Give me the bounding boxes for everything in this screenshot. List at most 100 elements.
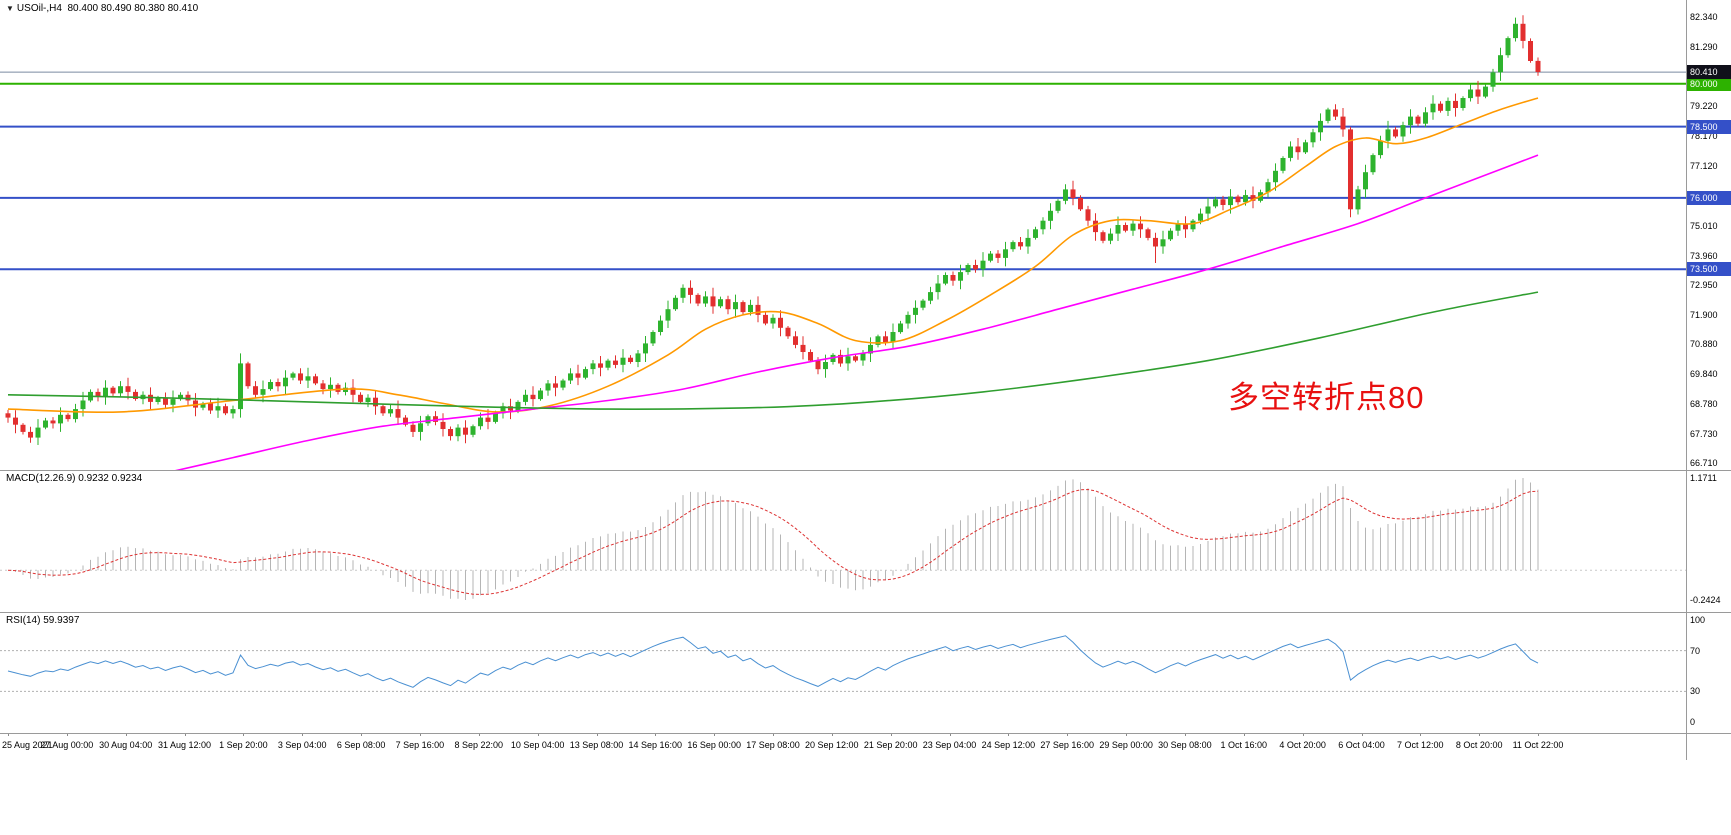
price-axis-label: 66.710	[1690, 458, 1718, 468]
symbol-ohlc-header: ▼ USOil-,H4 80.400 80.490 80.380 80.410	[6, 3, 198, 14]
time-axis-tick	[949, 733, 951, 736]
rsi-axis-label: 70	[1690, 645, 1701, 656]
macd-axis-label: 1.1711	[1690, 473, 1717, 483]
price-axis-label: 73.960	[1690, 251, 1718, 261]
time-axis-label: 27 Sep 16:00	[1040, 740, 1094, 750]
macd-axis-label: -0.2424	[1690, 595, 1721, 605]
time-axis-tick	[184, 733, 186, 736]
time-axis-tick	[361, 733, 363, 736]
time-axis-divider	[0, 733, 1731, 734]
time-axis-tick	[125, 733, 127, 736]
price-axis-label: 77.120	[1690, 161, 1718, 171]
time-axis-label: 6 Sep 08:00	[336, 740, 386, 750]
ohlc-values: 80.400 80.490 80.380 80.410	[67, 3, 199, 14]
time-axis-tick	[8, 733, 9, 736]
time-axis-label: 25 Aug 2021	[2, 740, 53, 750]
rsi-axis-label: 0	[1690, 717, 1696, 727]
price-axis-label: 67.730	[1690, 429, 1718, 439]
time-axis-tick	[66, 733, 68, 736]
time-axis-tick	[714, 733, 716, 736]
time-axis-label: 29 Sep 00:00	[1099, 740, 1153, 750]
time-axis-label: 4 Oct 20:00	[1279, 740, 1326, 750]
level-badge: 78.500	[1687, 120, 1731, 134]
price-axis-label: 82.340	[1690, 12, 1718, 22]
time-axis[interactable]: 25 Aug 2021 27 Aug 00:00 30 Aug 04:00 31 Au…	[0, 733, 1731, 760]
time-axis-tick	[302, 733, 304, 736]
rsi-axis-label: 30	[1690, 686, 1701, 697]
time-axis-tick	[1361, 733, 1363, 736]
ma-slow-green	[7, 291, 1539, 410]
time-axis-label: 8 Oct 20:00	[1455, 740, 1503, 750]
time-axis-label: 6 Oct 04:00	[1338, 740, 1385, 750]
price-axis-label: 70.880	[1690, 339, 1718, 349]
time-axis-tick	[596, 733, 598, 736]
time-axis-label: 7 Sep 16:00	[395, 740, 445, 750]
price-axis-label: 75.010	[1690, 221, 1718, 231]
time-axis-tick	[890, 733, 892, 736]
time-axis-label: 23 Sep 04:00	[922, 740, 977, 750]
time-axis-label: 13 Sep 08:00	[569, 740, 624, 750]
price-chart-plot[interactable]	[0, 0, 1731, 470]
macd-indicator-plot[interactable]	[0, 470, 1731, 612]
price-axis-label: 69.840	[1690, 369, 1718, 379]
time-axis-tick	[1184, 733, 1186, 736]
time-axis-tick	[773, 733, 774, 736]
price-axis-label: 78.170	[1690, 131, 1718, 141]
chart-text-annotation[interactable]: 多空转折点80	[1228, 380, 1425, 415]
time-axis-tick	[1067, 733, 1069, 736]
price-axis-label: 68.780	[1690, 399, 1718, 409]
time-axis-tick	[1126, 733, 1128, 736]
time-axis-label: 30 Aug 04:00	[99, 740, 153, 750]
time-axis-tick	[1479, 733, 1481, 736]
time-axis-tick	[1420, 733, 1422, 736]
time-axis-tick	[1302, 733, 1304, 736]
time-axis-label: 1 Oct 16:00	[1220, 740, 1268, 750]
time-axis-tick	[1538, 733, 1539, 736]
price-axis-label: 81.290	[1690, 42, 1718, 52]
time-axis-tick	[655, 733, 657, 736]
time-axis-tick	[831, 733, 833, 736]
time-axis-label: 17 Sep 08:00	[746, 740, 800, 750]
level-badge: 76.000	[1687, 191, 1731, 205]
time-axis-tick	[419, 733, 421, 736]
time-axis-tick	[537, 733, 539, 736]
price-axis-label: 71.900	[1690, 310, 1718, 320]
time-axis-label: 3 Sep 04:00	[277, 740, 327, 750]
time-axis-label: 24 Sep 12:00	[981, 740, 1036, 750]
time-axis-label: 7 Oct 12:00	[1397, 740, 1444, 750]
time-axis-label: 1 Sep 20:00	[219, 740, 268, 750]
rsi-label: RSI(14) 59.9397	[6, 615, 80, 626]
collapse-triangle-icon[interactable]: ▼	[6, 4, 14, 13]
macd-histogram	[15, 478, 1539, 600]
macd-panel-divider[interactable]	[0, 470, 1731, 471]
rsi-line	[7, 635, 1539, 688]
price-axis-label: 72.950	[1690, 280, 1718, 290]
time-axis-tick	[1243, 733, 1245, 736]
time-axis-label: 27 Aug 00:00	[40, 740, 94, 750]
ma-fast-orange	[7, 97, 1539, 413]
time-axis-label: 21 Sep 20:00	[863, 740, 918, 750]
current-price-badge: 80.410	[1687, 65, 1731, 79]
time-axis-tick	[1008, 733, 1010, 736]
time-axis-label: 10 Sep 04:00	[510, 740, 565, 750]
macd-label: MACD(12.26.9) 0.9232 0.9234	[6, 473, 143, 484]
time-axis-tick	[243, 733, 245, 736]
level-badge: 80.000	[1687, 77, 1731, 91]
rsi-panel-divider[interactable]	[0, 612, 1731, 613]
rsi-axis-label: 100	[1690, 615, 1706, 625]
candle-bodies	[5, 23, 1541, 438]
time-axis-label: 31 Aug 12:00	[157, 740, 212, 750]
time-axis-label: 20 Sep 12:00	[805, 740, 859, 750]
time-axis-label: 14 Sep 16:00	[628, 740, 683, 750]
time-axis-label: 30 Sep 08:00	[1158, 740, 1212, 750]
time-axis-label: 8 Sep 22:00	[454, 740, 504, 750]
rsi-indicator-plot[interactable]	[0, 612, 1731, 733]
ma-mid-magenta	[174, 154, 1539, 470]
time-axis-label: 16 Sep 00:00	[687, 740, 741, 750]
symbol-period-label: USOil-,H4	[16, 3, 62, 14]
time-axis-label: 11 Oct 22:00	[1512, 740, 1564, 750]
price-axis-divider	[1686, 0, 1687, 760]
price-axis-label: 79.220	[1690, 101, 1718, 111]
level-badge: 73.500	[1687, 262, 1731, 276]
